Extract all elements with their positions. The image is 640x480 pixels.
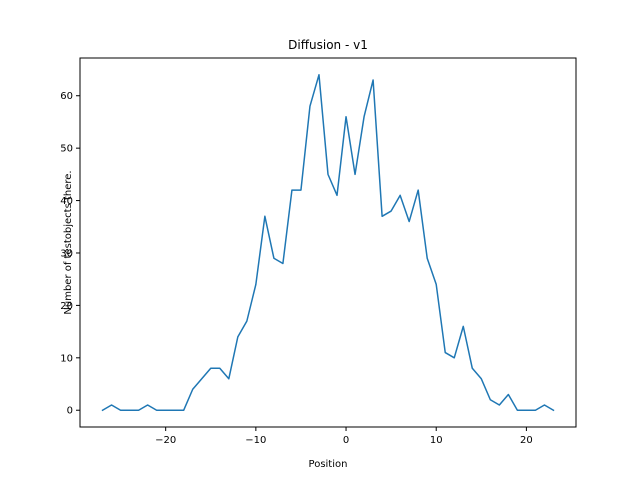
x-axis-ticks: −20 −10 0 10 20 [155, 427, 533, 446]
x-tick-label: 0 [343, 435, 349, 446]
x-tick-label: −10 [245, 435, 266, 446]
x-tick-label: −20 [155, 435, 176, 446]
chart-title: Diffusion - v1 [288, 38, 368, 52]
y-tick-label: 30 [60, 248, 73, 259]
series-line-0 [101, 74, 555, 412]
x-tick-label: 10 [430, 435, 443, 446]
y-tick-label: 20 [60, 301, 73, 312]
axes-frame [79, 57, 577, 428]
y-tick-label: 50 [60, 144, 73, 155]
y-tick-label: 40 [60, 196, 73, 207]
y-axis-ticks: 0 10 20 30 40 50 60 [60, 91, 80, 417]
y-tick-label: 0 [67, 406, 73, 417]
x-tick-label: 20 [520, 435, 533, 446]
y-axis-label: Number of testobjects there. [63, 170, 74, 314]
x-axis-label: Position [309, 459, 348, 470]
y-tick-label: 10 [60, 353, 73, 364]
y-tick-label: 60 [60, 91, 73, 102]
plot-area [101, 74, 555, 412]
